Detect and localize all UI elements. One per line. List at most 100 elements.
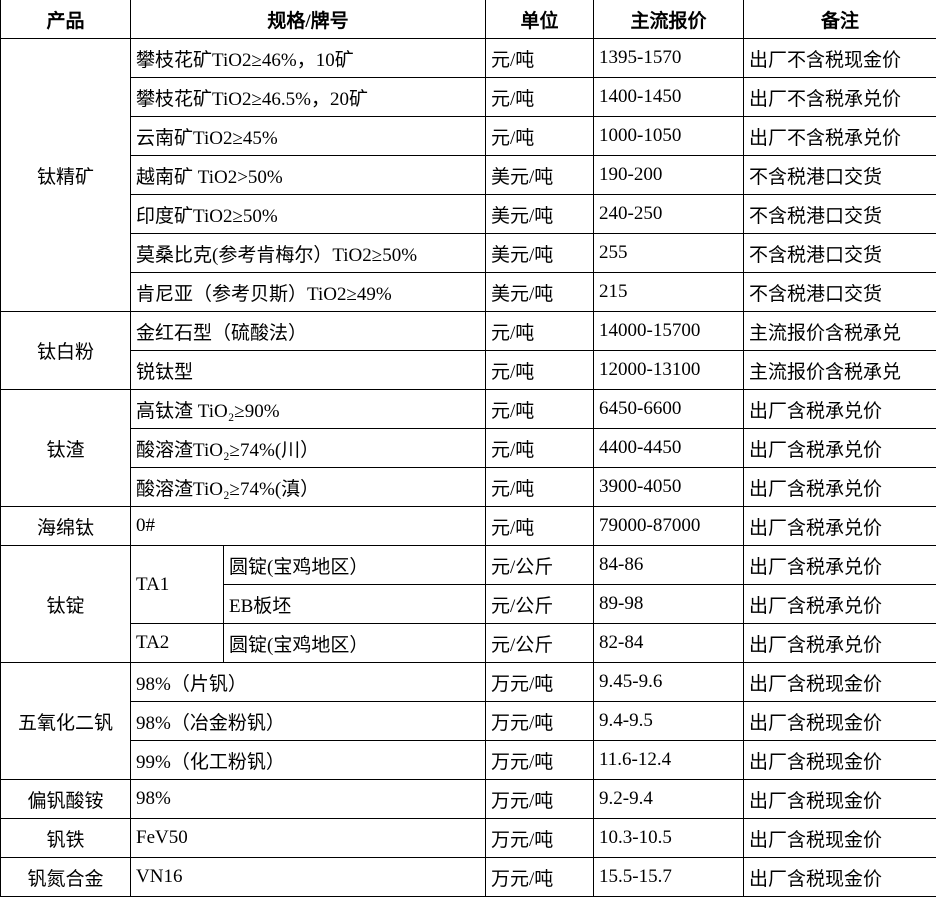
spec-cell: EB板坯 — [223, 584, 486, 624]
unit-cell: 元/公斤 — [485, 584, 594, 624]
price-cell: 6450-6600 — [593, 389, 744, 429]
unit-cell: 万元/吨 — [485, 740, 594, 780]
note-cell: 出厂不含税承兑价 — [743, 77, 936, 117]
price-cell: 240-250 — [593, 194, 744, 234]
spec-cell: 锐钛型 — [130, 350, 486, 390]
unit-cell: 美元/吨 — [485, 155, 594, 195]
table-body: 钛精矿 攀枝花矿TiO2≥46%，10矿 元/吨 1395-1570 出厂不含税现金价攀… — [0, 38, 936, 897]
price-cell: 3900-4050 — [593, 467, 744, 507]
unit-cell: 元/吨 — [485, 311, 594, 351]
price-cell: 11.6-12.4 — [593, 740, 744, 780]
unit-cell: 万元/吨 — [485, 662, 594, 702]
header-row: 产品 规格/牌号 单位 主流报价 备注 — [0, 0, 936, 39]
table-row: 锐钛型 元/吨 12000-13100 主流报价含税承兑 — [1, 350, 936, 390]
price-cell: 1000-1050 — [593, 116, 744, 156]
note-cell: 出厂含税承兑价 — [743, 623, 936, 663]
note-cell: 不含税港口交货 — [743, 155, 936, 195]
note-cell: 不含税港口交货 — [743, 194, 936, 234]
unit-cell: 美元/吨 — [485, 272, 594, 312]
unit-cell: 元/吨 — [485, 350, 594, 390]
note-cell: 出厂不含税现金价 — [743, 38, 936, 78]
product-cell: 偏钒酸铵 — [0, 779, 131, 819]
table-row: 钛锭 TA1 圆锭(宝鸡地区） 元/公斤 84-86 出厂含税承兑价 — [0, 545, 936, 663]
product-cell: 五氧化二钒 — [0, 662, 131, 780]
table-row: 酸溶渣TiO₂≥74%(川） 元/吨 4400-4450 出厂含税承兑价 — [1, 428, 936, 468]
spec-cell: 98% — [130, 779, 486, 819]
note-cell: 出厂含税承兑价 — [743, 545, 936, 585]
table-row: 印度矿TiO2≥50% 美元/吨 240-250 不含税港口交货 — [1, 194, 936, 234]
note-cell: 出厂含税现金价 — [743, 701, 936, 741]
note-cell: 出厂含税承兑价 — [743, 584, 936, 624]
table-row: EB板坯 元/公斤 89-98 出厂含税承兑价 — [1, 584, 936, 624]
price-cell: 9.4-9.5 — [593, 701, 744, 741]
table-row: 钛白粉 金红石型（硫酸法） 元/吨 14000-15700 主流报价含税承兑 — [0, 311, 936, 390]
table-row: TA2 圆锭(宝鸡地区） 元/公斤 82-84 出厂含税承兑价 — [1, 623, 936, 663]
product-cell: 钛渣 — [0, 389, 131, 507]
spec-cell: 攀枝花矿TiO2≥46%，10矿 — [130, 38, 486, 78]
note-cell: 出厂含税承兑价 — [743, 467, 936, 507]
table-row: 肯尼亚（参考贝斯）TiO2≥49% 美元/吨 215 不含税港口交货 — [1, 272, 936, 312]
spec-cell: 98%（冶金粉钒） — [130, 701, 486, 741]
price-cell: 215 — [593, 272, 744, 312]
unit-cell: 万元/吨 — [485, 818, 594, 858]
note-cell: 出厂含税现金价 — [743, 779, 936, 819]
spec-cell: 圆锭(宝鸡地区） — [223, 545, 486, 585]
note-cell: 主流报价含税承兑 — [743, 350, 936, 390]
header-price: 主流报价 — [593, 0, 744, 39]
unit-cell: 元/吨 — [485, 116, 594, 156]
table-row: 钛渣 高钛渣 TiO₂≥90% 元/吨 6450-6600 出厂含税承兑价 — [0, 389, 936, 507]
product-cell: 钒铁 — [0, 818, 131, 858]
note-cell: 出厂含税承兑价 — [743, 389, 936, 429]
unit-cell: 元/吨 — [485, 467, 594, 507]
table-row: 钒铁 FeV50 万元/吨 10.3-10.5 出厂含税现金价 — [0, 818, 936, 858]
table-row: 莫桑比克(参考肯梅尔）TiO2≥50% 美元/吨 255 不含税港口交货 — [1, 233, 936, 273]
unit-cell: 元/吨 — [485, 389, 594, 429]
spec-cell: 印度矿TiO2≥50% — [130, 194, 486, 234]
table-row: 酸溶渣TiO₂≥74%(滇） 元/吨 3900-4050 出厂含税承兑价 — [1, 467, 936, 507]
header-product: 产品 — [0, 0, 131, 39]
table-row: 钒氮合金 VN16 万元/吨 15.5-15.7 出厂含税现金价 — [0, 857, 936, 897]
price-cell: 1395-1570 — [593, 38, 744, 78]
note-cell: 不含税港口交货 — [743, 272, 936, 312]
product-cell: 钒氮合金 — [0, 857, 131, 897]
unit-cell: 元/吨 — [485, 506, 594, 546]
spec-cell: 98%（片钒） — [130, 662, 486, 702]
price-cell: 255 — [593, 233, 744, 273]
price-cell: 9.2-9.4 — [593, 779, 744, 819]
spec-cell: 莫桑比克(参考肯梅尔）TiO2≥50% — [130, 233, 486, 273]
unit-cell: 美元/吨 — [485, 233, 594, 273]
spec-cell: 越南矿 TiO2>50% — [130, 155, 486, 195]
price-cell: 12000-13100 — [593, 350, 744, 390]
grade-cell: TA2 — [130, 623, 224, 663]
product-cell: 钛精矿 — [0, 38, 131, 312]
unit-cell: 万元/吨 — [485, 701, 594, 741]
price-cell: 84-86 — [593, 545, 744, 585]
note-cell: 出厂不含税承兑价 — [743, 116, 936, 156]
spec-cell: 高钛渣 TiO₂≥90% — [130, 389, 486, 429]
price-cell: 9.45-9.6 — [593, 662, 744, 702]
unit-cell: 美元/吨 — [485, 194, 594, 234]
price-cell: 1400-1450 — [593, 77, 744, 117]
unit-cell: 万元/吨 — [485, 857, 594, 897]
unit-cell: 元/吨 — [485, 77, 594, 117]
spec-cell: VN16 — [130, 857, 486, 897]
table-row: 五氧化二钒 98%（片钒） 万元/吨 9.45-9.6 出厂含税现金价 — [0, 662, 936, 780]
grade-cell: TA1 — [130, 545, 224, 624]
note-cell: 出厂含税现金价 — [743, 740, 936, 780]
table-row: 98%（冶金粉钒） 万元/吨 9.4-9.5 出厂含税现金价 — [1, 701, 936, 741]
note-cell: 出厂含税现金价 — [743, 818, 936, 858]
note-cell: 主流报价含税承兑 — [743, 311, 936, 351]
table-row: 攀枝花矿TiO2≥46.5%，20矿 元/吨 1400-1450 出厂不含税承兑价 — [1, 77, 936, 117]
unit-cell: 元/公斤 — [485, 545, 594, 585]
table-row: 钛精矿 攀枝花矿TiO2≥46%，10矿 元/吨 1395-1570 出厂不含税现金价 — [0, 38, 936, 312]
spec-cell: 99%（化工粉钒） — [130, 740, 486, 780]
price-cell: 4400-4450 — [593, 428, 744, 468]
unit-cell: 元/公斤 — [485, 623, 594, 663]
table-row: 99%（化工粉钒） 万元/吨 11.6-12.4 出厂含税现金价 — [1, 740, 936, 780]
spec-cell: 酸溶渣TiO₂≥74%(滇） — [130, 467, 486, 507]
note-cell: 出厂含税承兑价 — [743, 506, 936, 546]
header-unit: 单位 — [485, 0, 594, 39]
note-cell: 出厂含税现金价 — [743, 857, 936, 897]
price-cell: 10.3-10.5 — [593, 818, 744, 858]
